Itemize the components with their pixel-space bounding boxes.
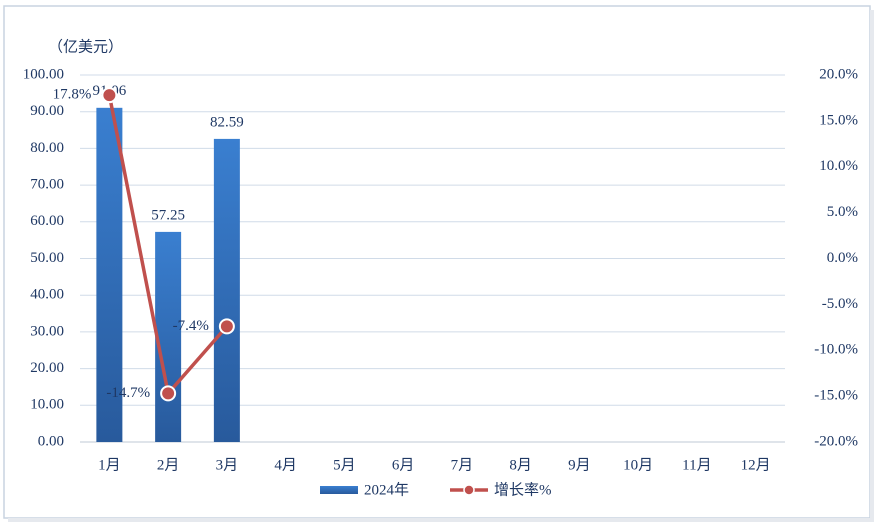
x-tick-label: 6月	[392, 457, 415, 473]
x-tick-label: 5月	[333, 457, 356, 473]
y-tick-label: 10.00	[30, 397, 64, 413]
y2-tick-label: 10.0%	[819, 158, 858, 174]
y-tick-label: 30.00	[30, 323, 64, 339]
legend-swatch	[320, 486, 358, 494]
legend-label: 2024年	[364, 481, 409, 498]
line-value-label: -14.7%	[106, 385, 150, 401]
x-tick-label: 7月	[451, 457, 474, 473]
x-tick-label: 2月	[157, 457, 180, 473]
x-tick-label: 12月	[741, 457, 771, 473]
line-marker	[218, 318, 235, 335]
chart-frame	[3, 5, 871, 519]
legend-swatch	[463, 484, 475, 496]
bar-value-label: 57.25	[151, 207, 185, 223]
y-tick-label: 40.00	[30, 287, 64, 303]
y-axis-label: （亿美元）	[48, 38, 123, 55]
y2-tick-label: -15.0%	[814, 388, 858, 404]
frame-shadow	[8, 518, 874, 522]
bar	[213, 138, 240, 442]
y-tick-label: 60.00	[30, 213, 64, 229]
line-marker	[160, 385, 177, 402]
bar	[155, 231, 182, 442]
line-value-label: -7.4%	[173, 318, 209, 334]
y-tick-label: 50.00	[30, 250, 64, 266]
y2-tick-label: 5.0%	[827, 204, 858, 220]
y2-tick-label: 20.0%	[819, 66, 858, 82]
x-tick-label: 11月	[682, 457, 711, 473]
frame-shadow	[870, 10, 874, 522]
bar-value-label: 82.59	[210, 114, 244, 130]
line-value-label: 17.8%	[53, 87, 92, 103]
x-tick-label: 4月	[274, 457, 297, 473]
x-tick-label: 8月	[509, 457, 532, 473]
y-tick-label: 100.00	[23, 66, 64, 82]
y2-tick-label: -10.0%	[814, 342, 858, 358]
y2-tick-label: 15.0%	[819, 112, 858, 128]
x-tick-label: 10月	[623, 457, 653, 473]
y2-tick-label: 0.0%	[827, 250, 858, 266]
x-tick-label: 3月	[216, 457, 239, 473]
x-tick-label: 9月	[568, 457, 591, 473]
y-tick-label: 0.00	[38, 433, 64, 449]
line-marker	[101, 87, 118, 104]
y-tick-label: 20.00	[30, 360, 64, 376]
y-tick-label: 80.00	[30, 140, 64, 156]
y-tick-label: 70.00	[30, 177, 64, 193]
y2-tick-label: -20.0%	[814, 433, 858, 449]
bar	[96, 107, 123, 442]
legend-label: 增长率%	[494, 481, 552, 498]
x-tick-label: 1月	[98, 457, 121, 473]
y2-tick-label: -5.0%	[822, 296, 858, 312]
y-tick-label: 90.00	[30, 103, 64, 119]
